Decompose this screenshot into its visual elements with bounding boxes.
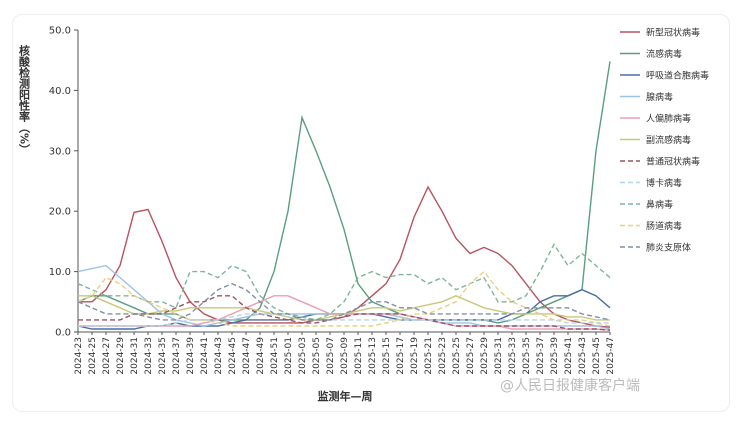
card bbox=[12, 14, 730, 412]
legend-label: 肺炎支原体 bbox=[646, 242, 691, 254]
legend-label: 新型冠状病毒 bbox=[646, 27, 700, 39]
x-tick-label: 2024-45 bbox=[228, 337, 238, 375]
x-tick-label: 2024-51 bbox=[270, 337, 280, 375]
x-tick-label: 2024-27 bbox=[102, 337, 112, 375]
x-tick-label: 2025-43 bbox=[578, 337, 588, 375]
x-tick-label: 2025-11 bbox=[354, 337, 364, 375]
x-tick-label: 2024-35 bbox=[158, 337, 168, 375]
series-line bbox=[78, 185, 611, 328]
x-tick-label: 2025-31 bbox=[494, 337, 504, 375]
x-tick-label: 2025-47 bbox=[606, 337, 616, 375]
legend-label: 博卡病毒 bbox=[646, 177, 682, 189]
x-tick-label: 2025-05 bbox=[312, 337, 322, 375]
x-tick-label: 2025-33 bbox=[508, 337, 518, 375]
x-tick-label: 2025-23 bbox=[438, 337, 448, 375]
legend-label: 肠道病毒 bbox=[646, 220, 682, 232]
series-line bbox=[77, 61, 611, 324]
series-line bbox=[77, 243, 611, 321]
x-tick-label: 2024-29 bbox=[116, 337, 126, 375]
y-tick-label: 20.0 bbox=[49, 207, 71, 218]
x-tick-label: 2025-25 bbox=[452, 337, 462, 375]
x-tick-label: 2025-13 bbox=[368, 337, 378, 375]
legend-label: 呼吸道合胞病毒 bbox=[646, 70, 709, 82]
y-tick-label: 40.0 bbox=[49, 86, 71, 97]
x-tick-label: 2024-23 bbox=[74, 337, 84, 375]
x-tick-label: 2025-27 bbox=[466, 337, 476, 375]
x-tick-label: 2025-03 bbox=[298, 337, 308, 375]
x-tick-label: 2025-35 bbox=[522, 337, 532, 375]
series-line bbox=[78, 295, 610, 321]
series-line bbox=[78, 313, 610, 327]
y-tick-label: 0.0 bbox=[55, 328, 71, 339]
x-tick-label: 2024-31 bbox=[130, 337, 140, 375]
x-tick-label: 2024-41 bbox=[200, 337, 210, 375]
x-tick-label: 2025-17 bbox=[396, 337, 406, 375]
x-tick-label: 2024-49 bbox=[256, 337, 266, 375]
y-tick-label: 10.0 bbox=[49, 267, 71, 278]
x-tick-label: 2025-39 bbox=[550, 337, 560, 375]
x-axis-title: 监测年—周 bbox=[318, 389, 373, 403]
y-axis-title: 核酸检测阳性率（%） bbox=[18, 44, 32, 155]
watermark: @人民日报健康客户端 bbox=[500, 377, 640, 394]
x-tick-label: 2025-07 bbox=[326, 337, 336, 375]
x-tick-label: 2025-09 bbox=[340, 337, 350, 375]
y-tick-label: 50.0 bbox=[49, 26, 71, 37]
x-tick-label: 2025-37 bbox=[536, 337, 546, 375]
x-tick-label: 2024-33 bbox=[144, 337, 154, 375]
legend-label: 普通冠状病毒 bbox=[646, 156, 700, 168]
x-tick-label: 2024-47 bbox=[242, 337, 252, 375]
series-line bbox=[77, 270, 611, 327]
legend-label: 人偏肺病毒 bbox=[646, 113, 691, 125]
x-tick-label: 2025-01 bbox=[284, 337, 294, 375]
x-tick-label: 2024-43 bbox=[214, 337, 224, 375]
x-tick-label: 2025-21 bbox=[424, 337, 434, 375]
series-line bbox=[77, 282, 611, 321]
x-tick-label: 2025-15 bbox=[382, 337, 392, 375]
y-tick-label: 30.0 bbox=[49, 146, 71, 157]
x-tick-label: 2025-45 bbox=[592, 337, 602, 375]
legend-label: 腺病毒 bbox=[646, 91, 673, 103]
legend-label: 鼻病毒 bbox=[646, 199, 673, 211]
series-line bbox=[78, 295, 611, 331]
x-tick-label: 2025-19 bbox=[410, 337, 420, 375]
x-tick-label: 2024-39 bbox=[186, 337, 196, 375]
x-tick-label: 2025-41 bbox=[564, 337, 574, 375]
x-tick-label: 2024-25 bbox=[88, 337, 98, 375]
legend-label: 流感病毒 bbox=[646, 48, 682, 60]
x-tick-label: 2024-37 bbox=[172, 337, 182, 375]
legend-label: 副流感病毒 bbox=[646, 134, 691, 146]
x-tick-label: 2025-29 bbox=[480, 337, 490, 375]
